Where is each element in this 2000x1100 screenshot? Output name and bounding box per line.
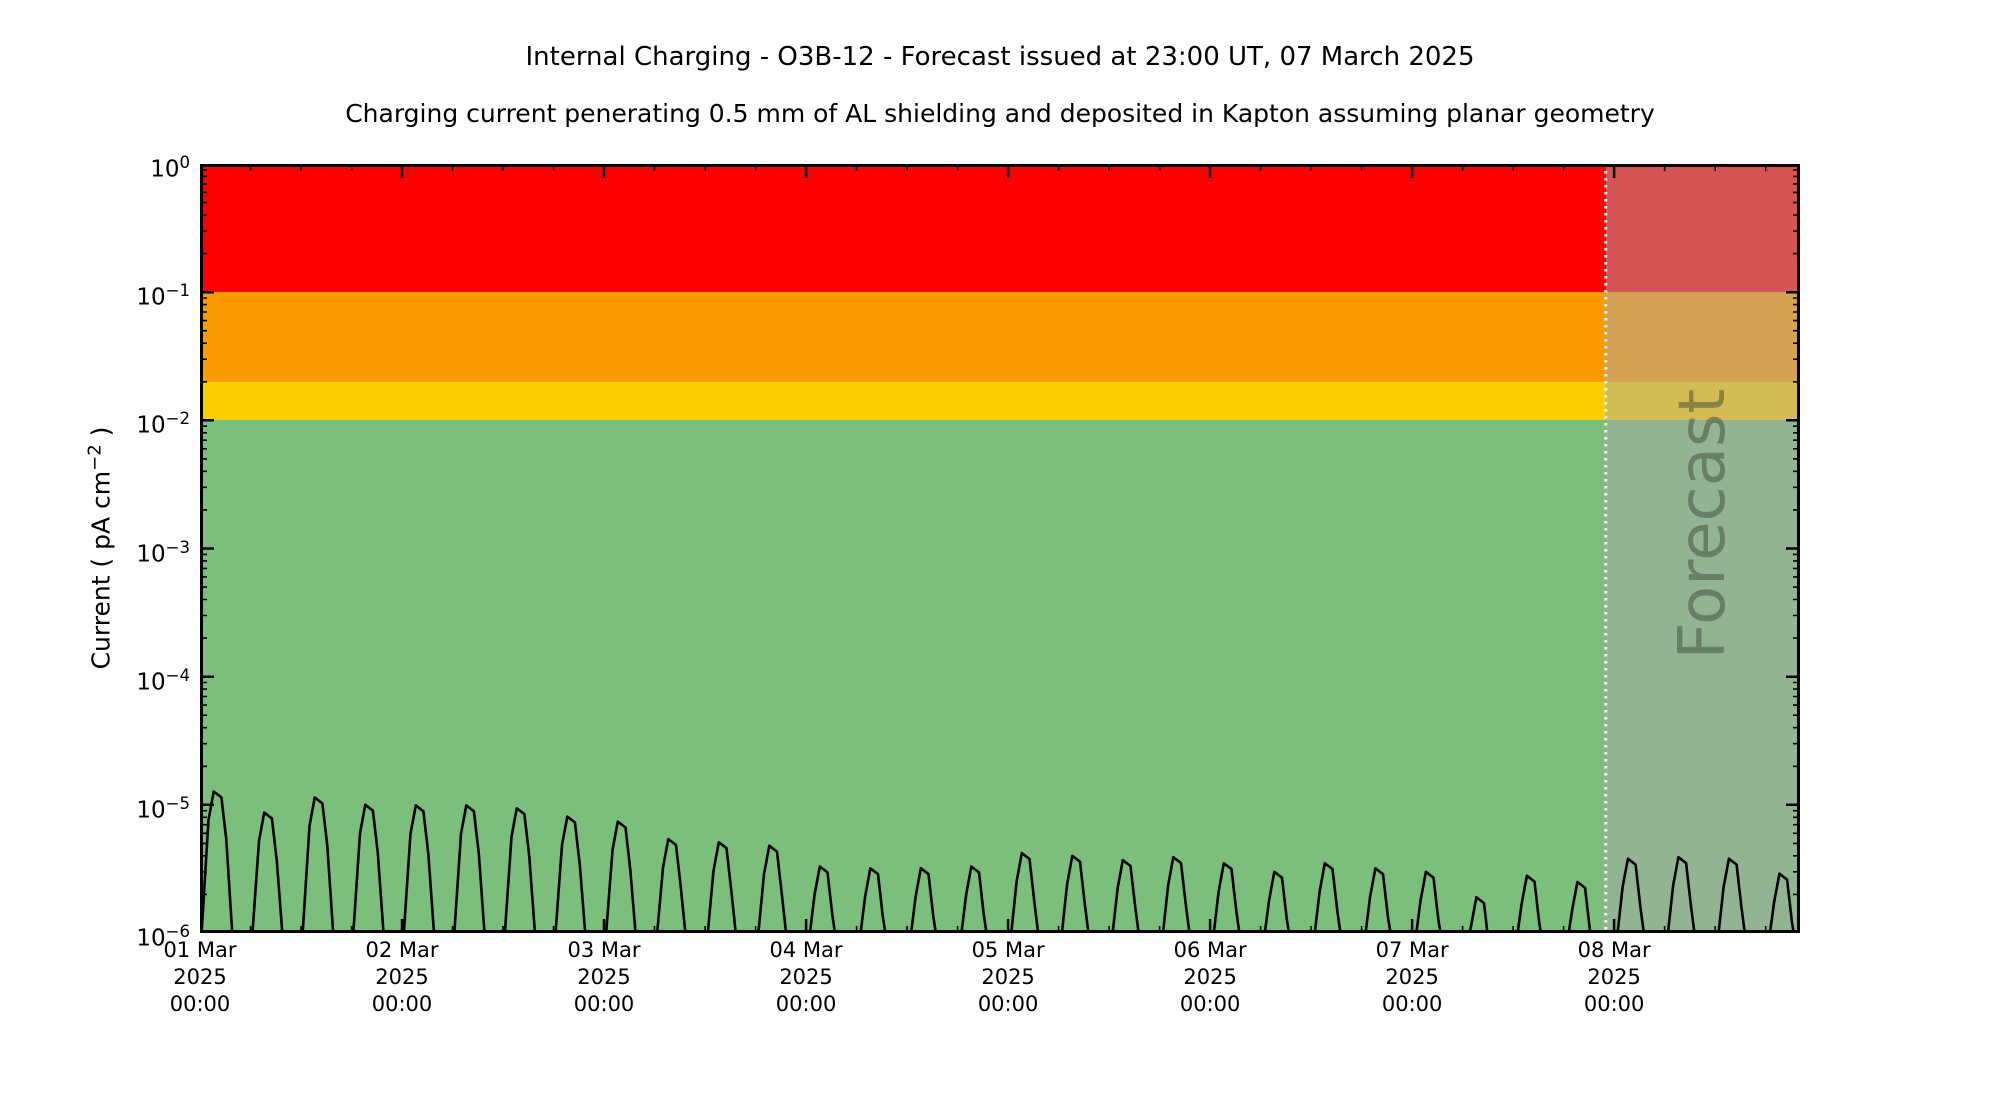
x-tick-line: 07 Mar bbox=[1375, 938, 1449, 962]
x-tick-line: 00:00 bbox=[371, 992, 433, 1016]
x-tick-line: 00:00 bbox=[573, 992, 635, 1016]
threshold-band-yellow bbox=[200, 381, 1800, 421]
y-tick-label: 10−1 bbox=[136, 281, 190, 311]
forecast-overlay-region bbox=[1605, 164, 1800, 933]
x-tick-line: 2025 bbox=[375, 965, 429, 989]
x-tick-line: 2025 bbox=[173, 965, 227, 989]
y-tick-label: 100 bbox=[150, 153, 190, 183]
x-tick-line: 00:00 bbox=[1583, 992, 1645, 1016]
x-tick-line: 02 Mar bbox=[365, 938, 439, 962]
x-tick-line: 2025 bbox=[1587, 965, 1641, 989]
x-tick-line: 2025 bbox=[577, 965, 631, 989]
x-tick-label: 04 Mar 2025 00:00 bbox=[721, 937, 891, 1018]
page-title: Internal Charging - O3B-12 - Forecast is… bbox=[525, 42, 1475, 72]
y-tick-label: 10−2 bbox=[136, 409, 190, 439]
charging-current-line bbox=[200, 790, 1796, 933]
chart-subtitle: Charging current penerating 0.5 mm of AL… bbox=[345, 99, 1655, 128]
x-tick-label: 06 Mar 2025 00:00 bbox=[1125, 937, 1295, 1018]
x-tick-label: 02 Mar 2025 00:00 bbox=[317, 937, 487, 1018]
y-tick-label: 10−4 bbox=[136, 665, 190, 696]
x-tick-line: 04 Mar bbox=[769, 938, 843, 962]
y-axis-title-part: −2 bbox=[84, 444, 106, 471]
x-tick-label: 07 Mar 2025 00:00 bbox=[1327, 937, 1497, 1018]
x-tick-line: 03 Mar bbox=[567, 938, 641, 962]
x-tick-line: 2025 bbox=[1385, 965, 1439, 989]
x-tick-line: 05 Mar bbox=[971, 938, 1045, 962]
x-tick-line: 2025 bbox=[981, 965, 1035, 989]
x-tick-line: 01 Mar bbox=[163, 938, 237, 962]
x-tick-label: 05 Mar 2025 00:00 bbox=[923, 937, 1093, 1018]
plot-canvas bbox=[200, 164, 1800, 933]
y-tick-label: 10−5 bbox=[136, 793, 190, 824]
x-tick-label: 08 Mar 2025 00:00 bbox=[1529, 937, 1699, 1018]
x-tick-line: 2025 bbox=[1183, 965, 1237, 989]
threshold-band-red bbox=[200, 164, 1800, 293]
x-tick-line: 00:00 bbox=[1381, 992, 1443, 1016]
x-tick-line: 00:00 bbox=[977, 992, 1039, 1016]
plot-area: Forecast bbox=[200, 164, 1800, 933]
x-tick-line: 08 Mar bbox=[1577, 938, 1651, 962]
y-axis-title-part: Current ( pA cm bbox=[86, 470, 116, 670]
threshold-band-green bbox=[200, 420, 1800, 933]
x-tick-line: 00:00 bbox=[1179, 992, 1241, 1016]
x-tick-line: 00:00 bbox=[169, 992, 231, 1016]
x-tick-line: 00:00 bbox=[775, 992, 837, 1016]
major-ticks bbox=[200, 164, 1800, 933]
axis-ticks bbox=[200, 164, 1800, 933]
x-tick-label: 03 Mar 2025 00:00 bbox=[519, 937, 689, 1018]
minor-ticks bbox=[200, 164, 1800, 933]
y-tick-label: 10−3 bbox=[136, 537, 190, 568]
x-tick-label: 01 Mar 2025 00:00 bbox=[115, 937, 285, 1018]
x-tick-line: 2025 bbox=[779, 965, 833, 989]
x-tick-line: 06 Mar bbox=[1173, 938, 1247, 962]
threshold-band-orange bbox=[200, 292, 1800, 382]
y-tick-label: 10−6 bbox=[136, 922, 190, 952]
